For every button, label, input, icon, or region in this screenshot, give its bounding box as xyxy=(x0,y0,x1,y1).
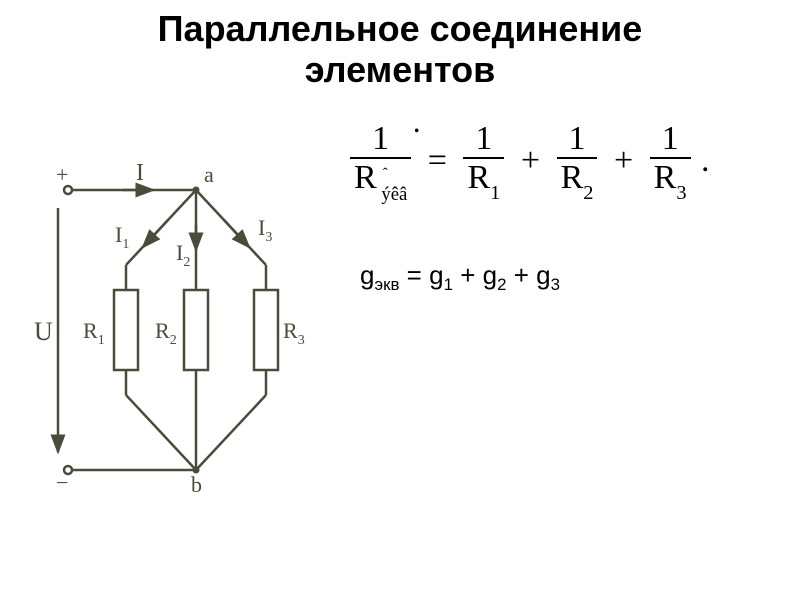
node-b-label: b xyxy=(191,472,202,497)
terminal-plus-label: + xyxy=(56,162,68,187)
plus-2: + xyxy=(606,142,641,180)
title-line-1: Параллельное соединение xyxy=(158,8,643,49)
g-lhs-sub: экв xyxy=(374,275,399,294)
R2-label: R2 xyxy=(155,318,177,348)
g3: g xyxy=(536,260,550,290)
eq2-plus-2: + xyxy=(506,260,536,290)
frac-r2: 1 R2 xyxy=(557,120,598,202)
eq2-plus-1: + xyxy=(453,260,483,290)
current-I-label: I xyxy=(136,160,144,186)
circuit-svg: + − U I a I1 I2 I3 xyxy=(28,150,328,530)
lhs-den-R: R xyxy=(354,159,377,196)
frac-lhs: 1 • R ˆ ýêâ xyxy=(350,120,411,202)
stray-dot-top: • xyxy=(414,124,419,141)
voltage-label: U xyxy=(34,317,53,346)
R3-label: R3 xyxy=(283,318,305,348)
equals-sign: = xyxy=(420,142,455,180)
stray-hat: ˆ xyxy=(383,166,388,182)
node-a-label: a xyxy=(204,162,214,187)
slide-title: Параллельное соединение элементов xyxy=(0,8,800,91)
resistor-R2 xyxy=(184,290,208,370)
circuit-diagram: + − U I a I1 I2 I3 xyxy=(28,150,328,535)
eq2-equals: = xyxy=(399,260,429,290)
plus-1: + xyxy=(513,142,548,180)
trailing-period: . xyxy=(699,142,712,180)
lhs-numerator: 1 xyxy=(372,120,389,157)
resistor-R1 xyxy=(114,290,138,370)
lhs-den-sub: ýêâ xyxy=(381,184,407,205)
I2-label: I2 xyxy=(176,240,190,270)
I3-label: I3 xyxy=(258,215,272,245)
g2: g xyxy=(483,260,497,290)
equation-reciprocal: 1 • R ˆ ýêâ = 1 R1 + 1 R2 + 1 R3 . xyxy=(350,120,780,220)
terminal-minus-label: − xyxy=(56,470,68,495)
equation-conductance: gэкв = g1 + g2 + g3 xyxy=(360,260,560,295)
resistor-R3 xyxy=(254,290,278,370)
frac-r3: 1 R3 xyxy=(650,120,691,202)
R1-label: R1 xyxy=(83,318,105,348)
title-line-2: элементов xyxy=(305,49,496,90)
g1: g xyxy=(429,260,443,290)
slide: Параллельное соединение элементов + − U … xyxy=(0,0,800,600)
I1-label: I1 xyxy=(115,222,129,252)
frac-r1: 1 R1 xyxy=(463,120,504,202)
g-lhs: g xyxy=(360,260,374,290)
